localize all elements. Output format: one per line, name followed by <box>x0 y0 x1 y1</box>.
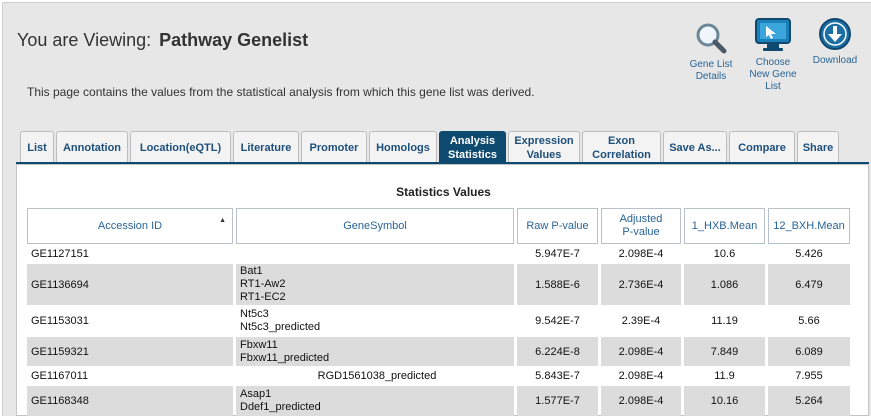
column-header-raw-p-value[interactable]: Raw P-value <box>517 208 598 244</box>
table-row[interactable]: GE1159321 Fbxw11 Fbxw11_predicted 6.224E-… <box>27 337 851 366</box>
tab-share[interactable]: Share <box>797 131 839 163</box>
tab-literature[interactable]: Literature <box>233 131 299 163</box>
tab-promoter[interactable]: Promoter <box>301 131 367 163</box>
header-actions: Gene List Details Choose New Gene List D… <box>3 17 871 97</box>
column-header-adjusted-p-value[interactable]: Adjusted P-value <box>601 208 681 244</box>
download-icon <box>819 18 851 50</box>
tab-expression-values[interactable]: Expression Values <box>508 131 580 163</box>
gene-list-details-button[interactable]: Gene List Details <box>683 21 739 83</box>
viewing-label: You are Viewing: <box>17 30 152 50</box>
tab-underline <box>16 162 869 164</box>
table-row[interactable]: GE1168348 Asap1 Ddef1_predicted 1.577E-7 … <box>27 386 851 416</box>
tab-location-eqtl[interactable]: Location(eQTL) <box>130 131 231 163</box>
download-button[interactable]: Download <box>807 17 863 67</box>
table-title: Statistics Values <box>396 185 491 199</box>
column-header-1-hxb-mean[interactable]: 1_HXB.Mean <box>684 208 765 244</box>
tab-compare[interactable]: Compare <box>729 131 795 163</box>
tab-annotation[interactable]: Annotation <box>56 131 128 163</box>
column-header-12-bxh-mean[interactable]: 12_BXH.Mean <box>768 208 850 244</box>
choose-new-gene-list-button[interactable]: Choose New Gene List <box>743 17 803 93</box>
tab-list[interactable]: List <box>20 131 54 163</box>
tab-homologs[interactable]: Homologs <box>369 131 437 163</box>
table-row[interactable]: GE1127151 5.947E-7 2.098E-4 10.6 5.426 <box>31 248 823 260</box>
page-title: You are Viewing: Pathway Genelist <box>17 30 308 51</box>
statistics-panel: Statistics Values Accession ID ▲ GeneSym… <box>16 164 869 416</box>
sort-ascending-icon[interactable]: ▲ <box>219 217 226 224</box>
table-row[interactable]: GE1167011 RGD1561038_predicted 5.843E-7 … <box>31 369 823 383</box>
tab-exon-correlation[interactable]: Exon Correlation <box>582 131 661 163</box>
column-header-accession-id[interactable]: Accession ID ▲ <box>27 208 233 244</box>
column-header-gene-symbol[interactable]: GeneSymbol <box>236 208 514 244</box>
page-description: This page contains the values from the s… <box>27 85 535 99</box>
gene-list-name: Pathway Genelist <box>159 30 309 50</box>
table-row[interactable]: GE1153031 Nt5c3 Nt5c3_predicted 9.542E-7 … <box>31 308 820 333</box>
tab-analysis-statistics[interactable]: Analysis Statistics <box>439 131 506 163</box>
tab-save-as[interactable]: Save As... <box>663 131 727 163</box>
magnifier-icon <box>696 23 727 54</box>
monitor-icon <box>755 18 791 51</box>
tab-bar: List Annotation Location(eQTL) Literatur… <box>20 131 850 163</box>
table-row[interactable]: GE1136694 Bat1 RT1-Aw2 RT1-EC2 1.588E-6 2.… <box>27 264 851 305</box>
